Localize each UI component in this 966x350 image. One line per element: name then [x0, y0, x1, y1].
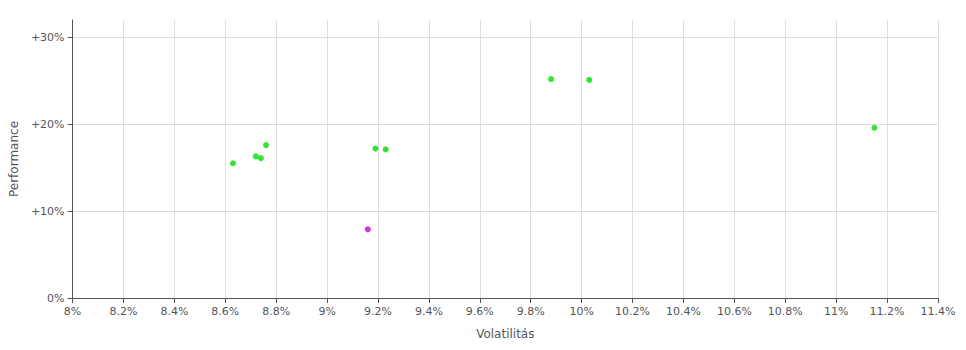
svg-text:10%: 10% [569, 305, 593, 318]
svg-text:9.6%: 9.6% [466, 305, 494, 318]
svg-text:11%: 11% [824, 305, 848, 318]
svg-text:Performance: Performance [7, 121, 21, 197]
svg-text:9.4%: 9.4% [415, 305, 443, 318]
svg-text:10.2%: 10.2% [615, 305, 650, 318]
svg-text:8.6%: 8.6% [211, 305, 239, 318]
svg-text:8.8%: 8.8% [262, 305, 290, 318]
svg-text:11.2%: 11.2% [870, 305, 905, 318]
svg-text:10.6%: 10.6% [717, 305, 752, 318]
svg-text:+20%: +20% [31, 118, 65, 131]
svg-text:+10%: +10% [31, 205, 65, 218]
svg-text:8.2%: 8.2% [109, 305, 137, 318]
svg-text:9%: 9% [318, 305, 335, 318]
svg-text:+30%: +30% [31, 31, 65, 44]
svg-text:8.4%: 8.4% [160, 305, 188, 318]
svg-text:9.8%: 9.8% [517, 305, 545, 318]
svg-text:0%: 0% [47, 292, 64, 305]
svg-text:11.4%: 11.4% [921, 305, 956, 318]
svg-text:Volatilitás: Volatilitás [476, 327, 534, 341]
svg-text:10.8%: 10.8% [768, 305, 803, 318]
svg-text:8%: 8% [64, 305, 81, 318]
svg-text:9.2%: 9.2% [364, 305, 392, 318]
svg-text:10.4%: 10.4% [666, 305, 701, 318]
